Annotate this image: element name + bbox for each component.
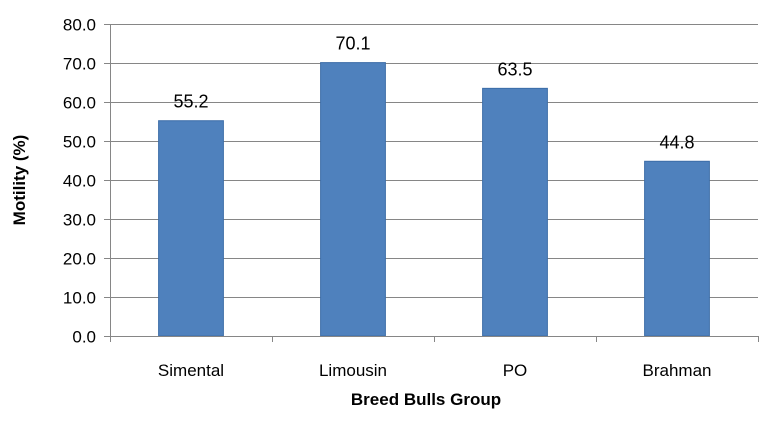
y-tick-label: 20.0 [63,250,96,269]
labels: 0.0 10.0 20.0 30.0 40.0 50.0 60.0 70.0 80.0 55.2 S… [63,16,712,381]
bar-brahman [644,160,710,337]
x-tick-label: Simental [158,361,224,380]
y-tick-label: 30.0 [63,211,96,230]
bar-po [482,87,548,337]
y-tick-label: 60.0 [63,94,96,113]
y-tick-label: 80.0 [63,16,96,35]
bars [158,62,710,337]
y-tick-label: 40.0 [63,172,96,191]
data-label: 44.8 [659,132,694,152]
y-tick-label: 0.0 [72,328,96,347]
x-tick-label: Brahman [643,361,712,380]
bar-limousin [320,62,386,337]
x-axis-title: Breed Bulls Group [351,390,501,409]
y-tick-label: 70.0 [63,55,96,74]
bar-simental [158,120,224,337]
axes [104,24,759,342]
data-label: 55.2 [173,92,208,112]
x-tick-label: Limousin [319,361,387,380]
y-tick-label: 10.0 [63,289,96,308]
y-axis-title: Motility (%) [10,135,29,226]
data-label: 70.1 [335,34,370,54]
data-label: 63.5 [497,59,532,79]
x-tick-label: PO [503,361,528,380]
y-tick-label: 50.0 [63,133,96,152]
